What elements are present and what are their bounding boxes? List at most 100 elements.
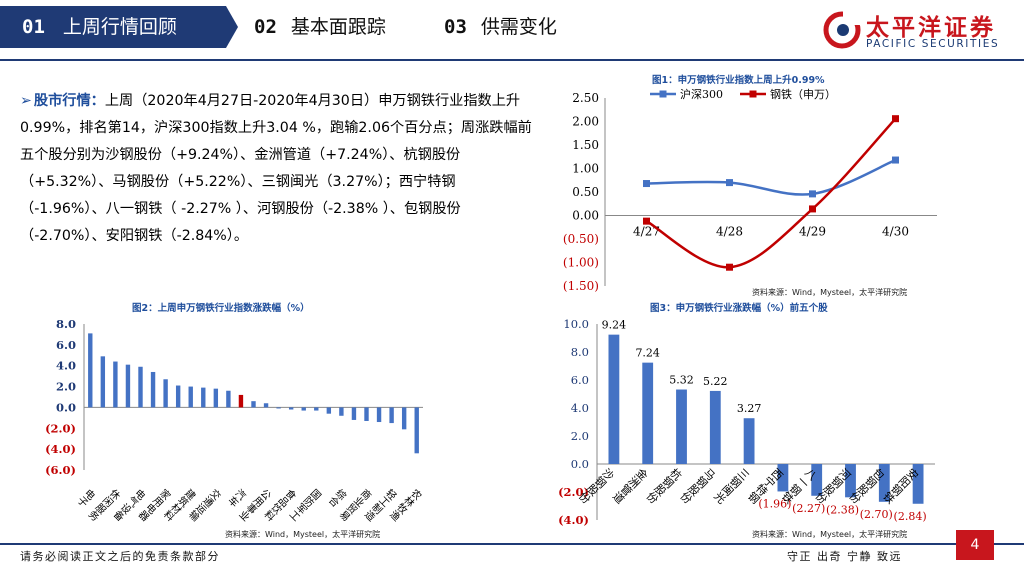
chart1-legend-marker [749, 90, 757, 98]
chart3-x-tick-label: 金洲管道 [610, 464, 651, 505]
tab-fundamentals[interactable]: 02 基本面跟踪 [254, 6, 386, 48]
chart1-legend-marker [659, 90, 667, 98]
chart3-data-label: 9.24 [602, 319, 627, 332]
footer-divider [0, 543, 1024, 545]
chart3-bar [912, 464, 924, 504]
chart2-bar [251, 401, 256, 408]
chart3-data-label: 5.32 [669, 374, 694, 387]
tab-label: 基本面跟踪 [290, 16, 386, 38]
chart2-y-tick-label: 4.0 [56, 359, 76, 373]
chart2-bar [314, 407, 319, 411]
chart2-bar [125, 364, 131, 408]
chart2-bar [138, 366, 143, 408]
chart2-bar [351, 407, 357, 420]
chart3-y-tick-label: (2.0) [558, 485, 589, 499]
chart2-bar [414, 407, 419, 454]
chart3-data-label: 7.24 [635, 347, 660, 360]
chart2-bar [100, 356, 106, 408]
chart3-y-tick-label: 4.0 [571, 401, 589, 415]
chart2-bar [163, 379, 168, 408]
chart1-y-tick-label: 2.00 [572, 115, 599, 129]
chart1-y-tick-label: (1.50) [563, 279, 599, 293]
chart3-bar [709, 390, 721, 464]
chart3-y-tick-label: 10.0 [563, 317, 589, 331]
chart3-data-label: 5.22 [703, 375, 728, 388]
chart2-title: 图2：上周申万钢铁行业指数涨跌幅（%） [132, 303, 310, 314]
chart2-y-tick-label: 6.0 [56, 338, 76, 352]
chart2-bar [401, 407, 407, 430]
chart3-data-label: (2.27) [792, 502, 825, 515]
chart3-source: 资料来源：Wind，Mysteel，太平洋研究院 [752, 530, 908, 539]
chart2-source: 资料来源：Wind，Mysteel，太平洋研究院 [225, 530, 381, 539]
chart1-source: 资料来源：Wind，Mysteel，太平洋研究院 [752, 288, 908, 297]
chart2-bar [288, 407, 294, 410]
chart3-y-tick-label: (4.0) [558, 513, 589, 527]
chart3-bar [743, 418, 755, 464]
chart1-data-point [643, 217, 650, 225]
tab-supply-demand[interactable]: 03 供需变化 [444, 6, 557, 48]
tab-market-review[interactable]: 01 上周行情回顾 [0, 6, 238, 48]
chart1-y-tick-label: 2.50 [572, 91, 599, 105]
chart3-data-label: (2.84) [894, 510, 927, 523]
chart2-y-tick-label: 0.0 [56, 400, 76, 414]
chart3-data-label: (1.96) [758, 497, 791, 510]
chart1-series-line [645, 117, 897, 269]
chart2-bar [339, 407, 344, 416]
chart1-x-tick-label: 4/29 [799, 225, 826, 239]
chart3-x-tick-label: 三钢闽光 [711, 465, 752, 506]
chart3-data-label: (2.70) [860, 508, 893, 521]
market-summary: ➢ 股市行情：上周（2020年4月27日-2020年4月30日）申万钢铁行业指数上… [20, 88, 540, 250]
chart1-y-tick-label: 0.00 [572, 209, 599, 223]
tab-number: 02 [254, 16, 277, 38]
chart1-x-tick-label: 4/30 [882, 225, 909, 239]
tab-number: 01 [22, 16, 45, 38]
chart2-bar [113, 361, 118, 408]
chart1-y-tick-label: 0.50 [572, 185, 599, 199]
chart3-bar [608, 334, 620, 464]
tab-number: 03 [444, 16, 467, 38]
summary-heading: 股市行情： [33, 93, 105, 109]
bullet-arrow-icon: ➢ [20, 93, 32, 109]
chart3-bar-chart: 10.08.06.04.02.00.0(2.0)(4.0)9.24沙钢股份7.2… [558, 317, 935, 527]
chart3-y-tick-label: 0.0 [571, 457, 589, 471]
chart2-bar [238, 394, 244, 408]
company-logo: 太平洋证券 PACIFIC SECURITIES [822, 8, 1018, 54]
chart2-bar [226, 390, 231, 408]
chart1-y-tick-label: (1.00) [563, 256, 599, 270]
header-divider [0, 59, 1024, 61]
summary-body: 上周（2020年4月27日-2020年4月30日）申万钢铁行业指数上升0.99%… [20, 93, 532, 244]
chart2-y-tick-label: 2.0 [56, 380, 76, 394]
company-motto: 守正 出奇 宁静 致远 [787, 550, 902, 563]
chart2-bar [276, 407, 281, 409]
chart2-bar [376, 407, 382, 423]
chart3-bar [878, 464, 890, 502]
chart2-bar [150, 371, 156, 408]
chart1-legend-label: 钢铁（申万） [770, 88, 836, 101]
chart2-bar [326, 407, 332, 414]
chart1-series-line [646, 158, 896, 196]
disclaimer-text: 请务必阅读正文之后的免责条款部分 [20, 550, 220, 563]
chart1-line-chart: 2.50 2.00 1.50 1.00 0.50 0.00 (0.50) (1.00) (1.5… [563, 87, 937, 293]
page-number: 4 [956, 530, 994, 560]
chart3-title: 图3：申万钢铁行业涨跌幅（%）前五个股 [650, 303, 828, 314]
tab-label: 供需变化 [480, 16, 557, 38]
chart1-data-point [892, 115, 899, 123]
chart3-y-tick-label: 8.0 [571, 345, 589, 359]
chart2-bar [188, 386, 193, 408]
chart3-data-label: (2.38) [826, 503, 859, 516]
chart3-bar [642, 362, 654, 464]
chart2-y-tick-label: (4.0) [45, 442, 76, 456]
chart2-bar [364, 407, 369, 421]
chart1-data-point [892, 156, 899, 164]
logo-chinese-name: 太平洋证券 [866, 15, 996, 41]
chart3-bar [777, 464, 789, 492]
tab-label: 上周行情回顾 [62, 16, 177, 38]
chart1-y-tick-label: 1.00 [572, 162, 599, 176]
chart2-bar [389, 407, 394, 424]
chart2-bar-chart: 8.06.04.02.00.0(2.0)(4.0)(6.0)电子休闲服务电气设备… [45, 317, 424, 523]
chart2-bar [88, 333, 93, 408]
chart1-title: 图1：申万钢铁行业指数上周上升0.99% [652, 75, 825, 86]
chart2-bar [301, 407, 306, 411]
chart1-y-tick-label: 1.50 [572, 138, 599, 152]
chart2-bar [201, 387, 206, 408]
